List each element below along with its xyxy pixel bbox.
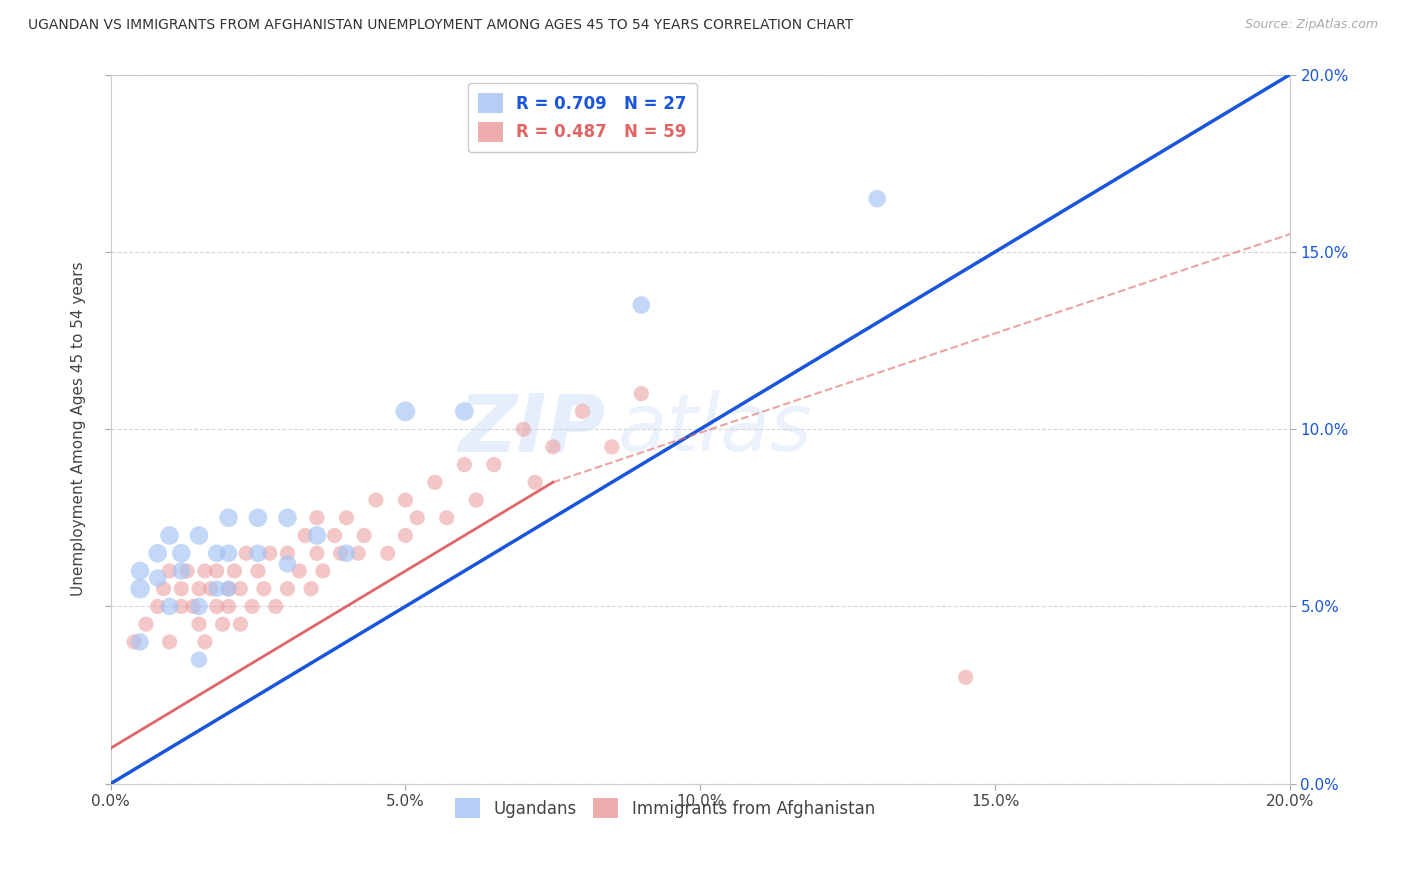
Y-axis label: Unemployment Among Ages 45 to 54 years: Unemployment Among Ages 45 to 54 years — [72, 262, 86, 597]
Point — [205, 582, 228, 596]
Point — [312, 564, 335, 578]
Point — [188, 617, 211, 632]
Point — [205, 599, 228, 614]
Point — [218, 582, 240, 596]
Point — [305, 546, 328, 560]
Point — [152, 582, 174, 596]
Point — [146, 546, 169, 560]
Point — [200, 582, 222, 596]
Point — [394, 528, 416, 542]
Point — [135, 617, 157, 632]
Point — [524, 475, 547, 490]
Point — [276, 557, 298, 571]
Point — [276, 582, 298, 596]
Text: ZIP: ZIP — [458, 390, 606, 468]
Point — [224, 564, 246, 578]
Point — [229, 582, 252, 596]
Point — [188, 652, 211, 666]
Point — [512, 422, 534, 436]
Point — [335, 510, 357, 524]
Point — [305, 528, 328, 542]
Text: atlas: atlas — [617, 390, 813, 468]
Point — [600, 440, 623, 454]
Point — [170, 564, 193, 578]
Point — [453, 458, 475, 472]
Point — [377, 546, 399, 560]
Point — [253, 582, 276, 596]
Point — [129, 635, 152, 649]
Point — [205, 564, 228, 578]
Point — [335, 546, 357, 560]
Point — [129, 564, 152, 578]
Point — [305, 510, 328, 524]
Point — [630, 386, 652, 401]
Point — [122, 635, 145, 649]
Point — [541, 440, 564, 454]
Point — [394, 493, 416, 508]
Legend: Ugandans, Immigrants from Afghanistan: Ugandans, Immigrants from Afghanistan — [449, 791, 882, 825]
Point — [294, 528, 316, 542]
Point — [159, 635, 181, 649]
Point — [288, 564, 311, 578]
Point — [246, 546, 269, 560]
Point — [571, 404, 593, 418]
Point — [159, 599, 181, 614]
Point — [170, 599, 193, 614]
Point — [423, 475, 446, 490]
Point — [218, 510, 240, 524]
Point — [218, 546, 240, 560]
Point — [406, 510, 429, 524]
Point — [211, 617, 233, 632]
Point — [188, 582, 211, 596]
Point — [394, 404, 416, 418]
Point — [129, 582, 152, 596]
Text: Source: ZipAtlas.com: Source: ZipAtlas.com — [1244, 18, 1378, 31]
Point — [246, 510, 269, 524]
Point — [188, 599, 211, 614]
Point — [170, 582, 193, 596]
Point — [240, 599, 263, 614]
Point — [329, 546, 352, 560]
Text: UGANDAN VS IMMIGRANTS FROM AFGHANISTAN UNEMPLOYMENT AMONG AGES 45 TO 54 YEARS CO: UGANDAN VS IMMIGRANTS FROM AFGHANISTAN U… — [28, 18, 853, 32]
Point — [276, 546, 298, 560]
Point — [630, 298, 652, 312]
Point — [188, 528, 211, 542]
Point — [159, 564, 181, 578]
Point — [205, 546, 228, 560]
Point — [364, 493, 387, 508]
Point — [353, 528, 375, 542]
Point — [259, 546, 281, 560]
Point — [955, 670, 977, 684]
Point — [181, 599, 204, 614]
Point — [276, 510, 298, 524]
Point — [159, 528, 181, 542]
Point — [323, 528, 346, 542]
Point — [194, 635, 217, 649]
Point — [246, 564, 269, 578]
Point — [436, 510, 458, 524]
Point — [146, 599, 169, 614]
Point — [264, 599, 287, 614]
Point — [235, 546, 257, 560]
Point — [453, 404, 475, 418]
Point — [465, 493, 488, 508]
Point — [229, 617, 252, 632]
Point — [194, 564, 217, 578]
Point — [176, 564, 198, 578]
Point — [347, 546, 370, 560]
Point — [299, 582, 322, 596]
Point — [170, 546, 193, 560]
Point — [218, 599, 240, 614]
Point — [146, 571, 169, 585]
Point — [218, 582, 240, 596]
Point — [482, 458, 505, 472]
Point — [866, 192, 889, 206]
